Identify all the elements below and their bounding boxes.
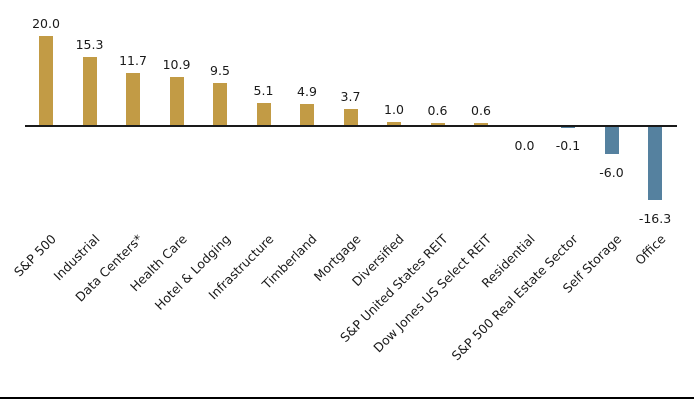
bar	[387, 121, 401, 126]
bar	[343, 109, 358, 126]
value-label: 0.0	[514, 138, 535, 153]
category-label: Office	[631, 231, 668, 268]
bar	[430, 123, 445, 126]
bottom-border-line	[0, 397, 694, 399]
x-axis-zero-line	[25, 125, 677, 127]
bar	[604, 127, 619, 154]
bar	[169, 76, 184, 126]
value-label: 0.6	[471, 103, 491, 119]
bar	[648, 127, 662, 201]
value-label: 1.0	[384, 101, 404, 117]
value-label: 15.3	[75, 37, 104, 53]
bar	[256, 103, 271, 126]
bar	[213, 83, 227, 126]
category-label: Hotel & Lodging	[151, 231, 233, 313]
value-label: 11.7	[119, 53, 147, 69]
bar	[39, 36, 53, 126]
value-label: -6.0	[599, 165, 624, 180]
value-label: -16.3	[638, 211, 672, 227]
value-label: 20.0	[32, 16, 60, 31]
value-label: 3.7	[340, 89, 361, 105]
value-label: 4.9	[297, 83, 317, 99]
value-label: 5.1	[253, 83, 274, 99]
bar	[300, 103, 314, 126]
bar	[474, 123, 488, 126]
value-label: -0.1	[555, 138, 581, 154]
bar	[126, 73, 140, 126]
value-label: 9.5	[210, 63, 230, 79]
bar	[82, 57, 97, 126]
value-label: 10.9	[162, 56, 191, 72]
value-label: 0.6	[427, 103, 448, 119]
